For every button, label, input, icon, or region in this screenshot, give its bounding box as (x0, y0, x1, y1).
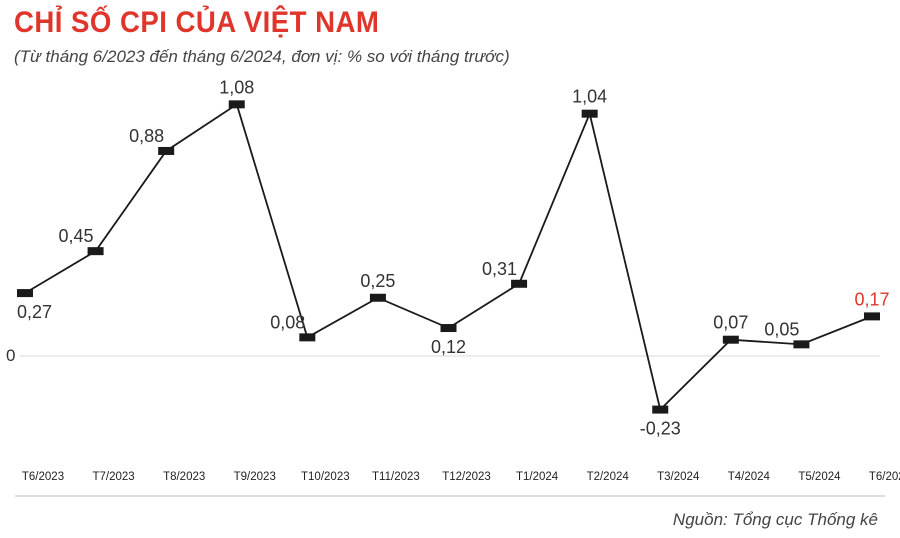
x-tick-label: T8/2023 (163, 471, 205, 483)
x-tick-label: T6/2024 (869, 471, 900, 483)
data-label: 1,08 (219, 77, 254, 97)
source-note: Nguồn: Tổng cục Thống kê (672, 510, 878, 529)
data-point-marker (17, 289, 33, 298)
data-label: 1,04 (572, 87, 607, 107)
chart-title: CHỈ SỐ CPI CỦA VIỆT NAM (14, 6, 380, 39)
data-point-marker (228, 100, 245, 109)
data-point-marker (793, 340, 810, 349)
data-point-marker (369, 293, 386, 302)
data-label: 0,17 (854, 289, 889, 309)
x-tick-label: T10/2023 (301, 471, 350, 483)
data-label: 0,45 (59, 226, 94, 246)
data-point-marker (652, 405, 669, 414)
data-point-marker (299, 333, 316, 342)
data-point-marker (722, 335, 739, 344)
data-point-marker (864, 312, 880, 321)
data-label: 0,25 (360, 271, 395, 291)
x-tick-label: T2/2024 (587, 471, 630, 483)
x-tick-label: T7/2023 (92, 471, 134, 483)
x-tick-label: T4/2024 (728, 471, 771, 483)
x-tick-label: T6/2023 (22, 471, 64, 483)
data-label: 0,07 (713, 313, 748, 333)
data-label: 0,27 (17, 302, 52, 322)
zero-label: 0 (6, 346, 15, 365)
data-point-marker (158, 146, 175, 155)
data-label: -0,23 (640, 419, 681, 439)
data-label: 0,31 (482, 259, 517, 279)
x-tick-label: T11/2023 (372, 471, 420, 483)
data-point-marker (581, 109, 598, 118)
data-label: 0,08 (270, 312, 305, 332)
data-label: 0,05 (764, 319, 799, 339)
x-tick-label: T1/2024 (516, 471, 559, 483)
x-tick-label: T9/2023 (234, 471, 276, 483)
x-tick-label: T12/2023 (442, 471, 491, 483)
data-label: 0,12 (431, 337, 466, 357)
data-label: 0,88 (129, 126, 164, 146)
data-point-marker (87, 247, 104, 256)
x-tick-label: T3/2024 (657, 471, 700, 483)
chart-subtitle: (Từ tháng 6/2023 đến tháng 6/2024, đơn v… (14, 47, 510, 66)
x-tick-label: T5/2024 (798, 471, 841, 483)
data-point-marker (440, 324, 457, 333)
data-point-marker (511, 279, 528, 288)
series-line (24, 102, 873, 412)
